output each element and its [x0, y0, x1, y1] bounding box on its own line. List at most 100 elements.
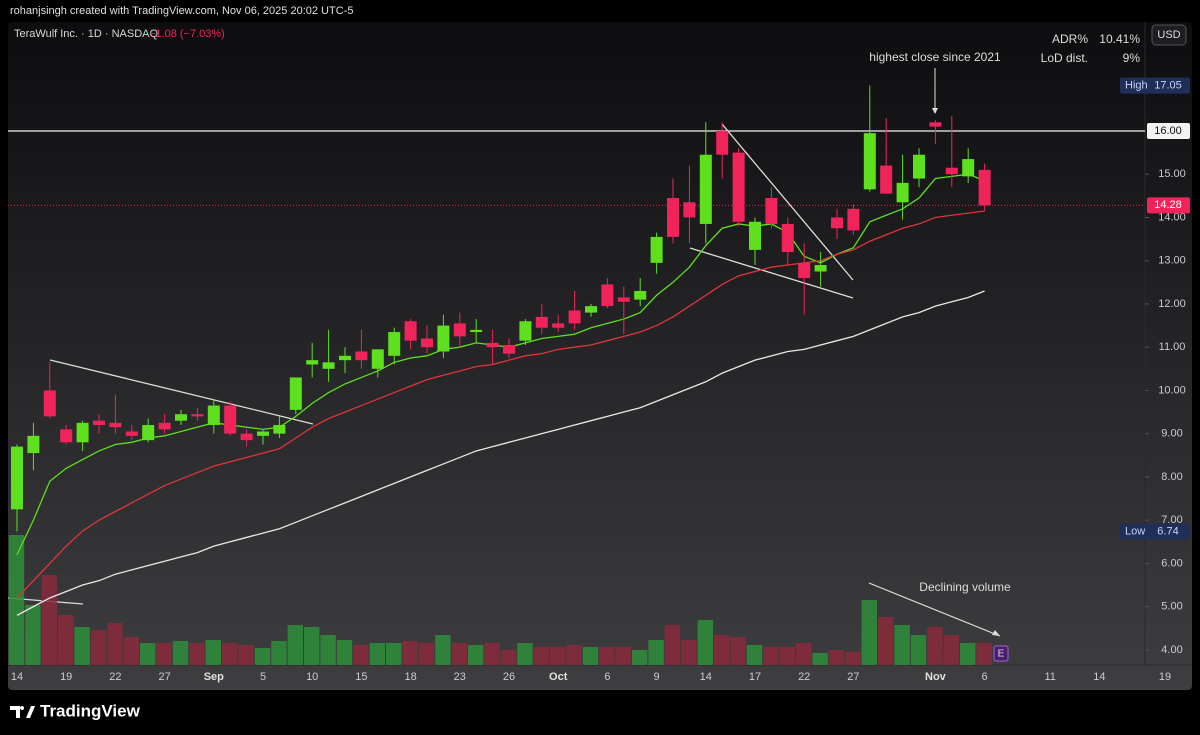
info-value: 10.41% — [1099, 32, 1140, 46]
y-tick-label: 15.00 — [1158, 168, 1186, 180]
candle-body — [355, 351, 368, 361]
volume-bar — [927, 627, 943, 665]
volume-bar — [8, 535, 25, 665]
candle-body — [765, 197, 778, 224]
candle-body — [503, 345, 515, 354]
x-tick-label: 5 — [260, 671, 266, 683]
x-tick-label: 14 — [1093, 671, 1105, 683]
candle-body — [388, 332, 401, 356]
volume-bar — [878, 617, 894, 665]
candle-body — [240, 433, 253, 441]
volume-bar — [402, 641, 418, 665]
candle-body — [732, 152, 745, 222]
volume-bar — [140, 643, 156, 665]
trend-line — [49, 359, 314, 425]
candle-body — [11, 446, 23, 510]
candle-body — [650, 236, 663, 263]
candle-body — [421, 338, 433, 348]
candle-body — [224, 405, 237, 434]
volume-bar — [41, 575, 57, 665]
earnings-marker — [993, 645, 1009, 662]
x-tick-label: 6 — [982, 671, 988, 683]
candle-body — [667, 197, 679, 237]
symbol-legend: TeraWulf Inc. · 1D · NASDAQ — [14, 28, 158, 40]
candle-body — [175, 414, 187, 421]
volume-bar — [960, 643, 976, 665]
candle-body — [289, 377, 302, 410]
volume-bar — [468, 645, 484, 665]
x-tick-label: 22 — [109, 671, 121, 683]
candle-body — [945, 167, 958, 175]
candle-body — [962, 159, 975, 177]
volume-bar — [369, 643, 385, 665]
price-tag — [1120, 77, 1190, 94]
volume-bar — [304, 627, 320, 665]
volume-bar — [632, 650, 648, 665]
volume-bar — [238, 645, 254, 665]
x-tick-label: 6 — [604, 671, 610, 683]
info-label: LoD dist. — [1041, 51, 1088, 65]
annotation: Declining volume — [919, 580, 1011, 594]
moving-average — [16, 173, 985, 556]
candle-body — [896, 182, 909, 203]
chart-panel — [8, 22, 1192, 690]
volume-bar — [976, 643, 992, 665]
volume-bar — [582, 647, 599, 665]
arrow-head — [932, 108, 938, 114]
candle-body — [519, 321, 532, 341]
volume-bar — [894, 625, 910, 665]
trend-line — [689, 247, 854, 299]
candle-body — [207, 405, 220, 426]
volume-bar — [58, 615, 74, 665]
candle-body — [404, 321, 417, 341]
volume-bar — [550, 647, 566, 665]
candle-body — [60, 429, 73, 443]
candle-body — [158, 422, 171, 430]
candle-body — [749, 221, 761, 250]
volume-bar — [845, 652, 861, 665]
price-tag-name: High — [1125, 79, 1148, 91]
price-tag — [1147, 197, 1190, 214]
x-tick-label: 14 — [700, 671, 712, 683]
tradingview-logo: TradingView — [10, 701, 141, 720]
y-tick-label: 11.00 — [1159, 341, 1186, 353]
currency-button[interactable] — [1151, 24, 1187, 46]
volume-bar — [796, 643, 812, 665]
volume-bar — [812, 653, 828, 665]
candle-body — [257, 431, 269, 436]
candle-body — [601, 284, 614, 307]
volume-bar — [730, 637, 746, 665]
volume-bar — [254, 648, 271, 665]
y-tick-label: 8.00 — [1161, 471, 1182, 483]
price-tag — [1120, 523, 1190, 540]
volume-bar — [861, 600, 877, 665]
candle-body — [76, 422, 89, 443]
price-tag-label: 14.28 — [1154, 199, 1182, 211]
price-tag-label: 17.05 — [1154, 79, 1182, 91]
y-tick-label: 9.00 — [1161, 428, 1182, 440]
volume-bar — [484, 643, 500, 665]
y-tick-label: 10.00 — [1158, 384, 1186, 396]
volume-bar — [25, 605, 41, 665]
volume-bar — [336, 640, 353, 665]
moving-average — [16, 210, 985, 599]
x-tick-label: 10 — [306, 671, 318, 683]
volume-bar — [222, 643, 238, 665]
candle-body — [109, 422, 122, 428]
candle-body — [699, 154, 712, 224]
candle-body — [978, 169, 991, 206]
volume-bar — [320, 635, 336, 665]
x-tick-label: 15 — [355, 671, 367, 683]
candle-body — [470, 329, 483, 333]
y-tick-label: 14.00 — [1158, 211, 1186, 223]
credit: rohanjsingh created with TradingView.com… — [10, 5, 353, 17]
volume-bar — [714, 635, 730, 665]
volume-bar — [533, 647, 549, 665]
volume-bar — [828, 650, 845, 665]
volume-bar — [697, 620, 713, 665]
volume-bar — [271, 641, 287, 665]
volume-bar — [353, 645, 369, 665]
brand: TradingView — [40, 701, 141, 720]
price-tag-label: 6.74 — [1157, 525, 1178, 537]
